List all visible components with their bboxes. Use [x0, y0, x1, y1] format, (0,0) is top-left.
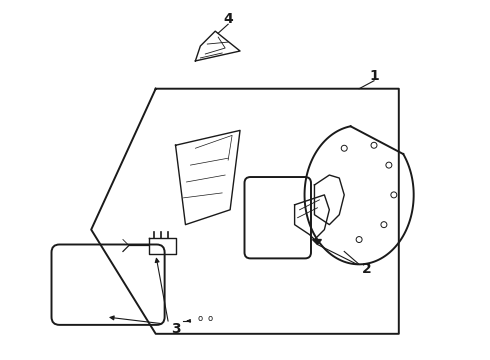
Text: 1: 1 [369, 69, 379, 83]
FancyBboxPatch shape [51, 244, 165, 325]
Text: 4: 4 [223, 12, 233, 26]
Text: o: o [208, 314, 213, 323]
FancyBboxPatch shape [245, 177, 311, 258]
Text: o: o [198, 314, 203, 323]
Text: 3: 3 [171, 322, 180, 336]
Text: 2: 2 [362, 262, 372, 276]
Polygon shape [313, 239, 321, 244]
